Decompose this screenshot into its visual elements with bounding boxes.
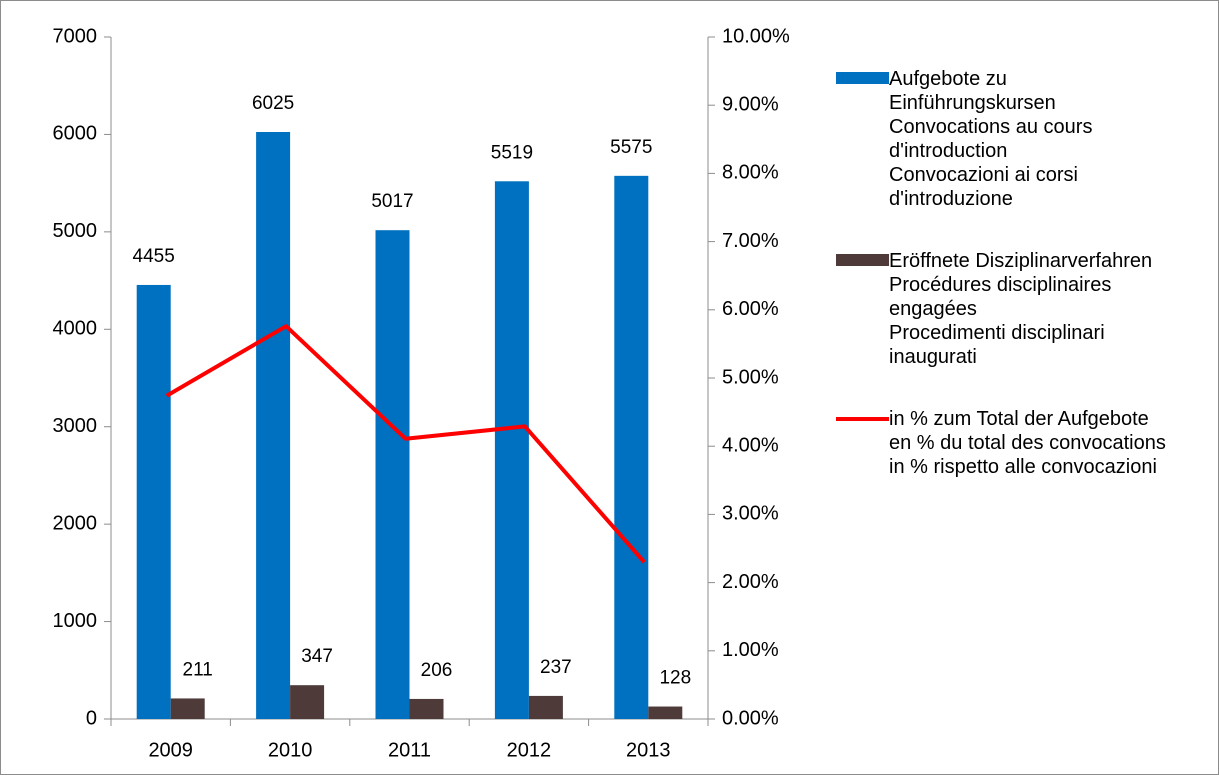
legend-entry: Eröffnete Disziplinarverfahren Procédure… [836,249,1206,369]
legend-entry: in % zum Total der Aufgebote en % du tot… [836,407,1206,479]
bar [290,685,325,719]
bar [256,131,291,719]
y-tick-label: 3000 [53,415,98,437]
bar [494,181,529,719]
legend-swatch [836,67,889,91]
y-tick-label: 1000 [53,610,98,632]
data-label: 5017 [371,191,413,212]
data-label: 237 [540,657,572,678]
data-label: 211 [183,659,213,680]
x-tick-label: 2012 [507,739,552,761]
bar [528,695,563,719]
y2-tick-label: 6.00% [722,298,779,320]
y2-tick-label: 3.00% [722,503,779,525]
line-series [165,324,646,564]
legend-marker [836,417,889,421]
data-label: 6025 [252,93,294,114]
y2-tick-label: 7.00% [722,230,779,252]
data-label: 5575 [610,137,652,158]
y-tick-label: 4000 [53,318,98,340]
y2-tick-label: 2.00% [722,571,779,593]
x-tick-label: 2010 [268,739,313,761]
x-tick-label: 2009 [148,739,193,761]
legend-label: Aufgebote zu Einführungskursen Convocati… [889,68,1093,210]
legend-label: Eröffnete Disziplinarverfahren Procédure… [889,250,1153,368]
y2-tick-label: 5.00% [722,366,779,388]
legend-swatch [836,249,889,273]
bar [614,175,649,720]
y2-tick-label: 10.00% [722,25,790,47]
legend-marker [836,254,889,266]
bar [648,706,683,719]
bar [136,284,171,719]
data-label: 5519 [491,142,533,163]
y-tick-label: 7000 [53,25,98,47]
data-label: 206 [421,660,453,681]
bar [170,698,205,719]
y-tick-label: 0 [86,707,97,729]
legend-marker [836,72,889,84]
bar [409,698,444,719]
data-label: 347 [301,646,333,667]
x-tick-label: 2013 [626,739,671,761]
x-tick-label: 2011 [388,739,431,761]
y2-tick-label: 8.00% [722,162,779,184]
y2-tick-label: 4.00% [722,434,779,456]
legend-entry: Aufgebote zu Einführungskursen Convocati… [836,67,1206,211]
legend-swatch [836,407,889,431]
y2-tick-label: 0.00% [722,707,779,729]
y2-tick-label: 1.00% [722,639,779,661]
data-label: 128 [659,668,691,689]
y-tick-label: 2000 [53,512,98,534]
legend-label: in % zum Total der Aufgebote en % du tot… [889,408,1166,478]
y-tick-label: 6000 [53,123,98,145]
data-label: 4455 [133,246,175,267]
y2-tick-label: 9.00% [722,93,779,115]
bar [375,230,410,719]
legend: Aufgebote zu Einführungskursen Convocati… [836,67,1206,517]
y-tick-label: 5000 [53,220,98,242]
